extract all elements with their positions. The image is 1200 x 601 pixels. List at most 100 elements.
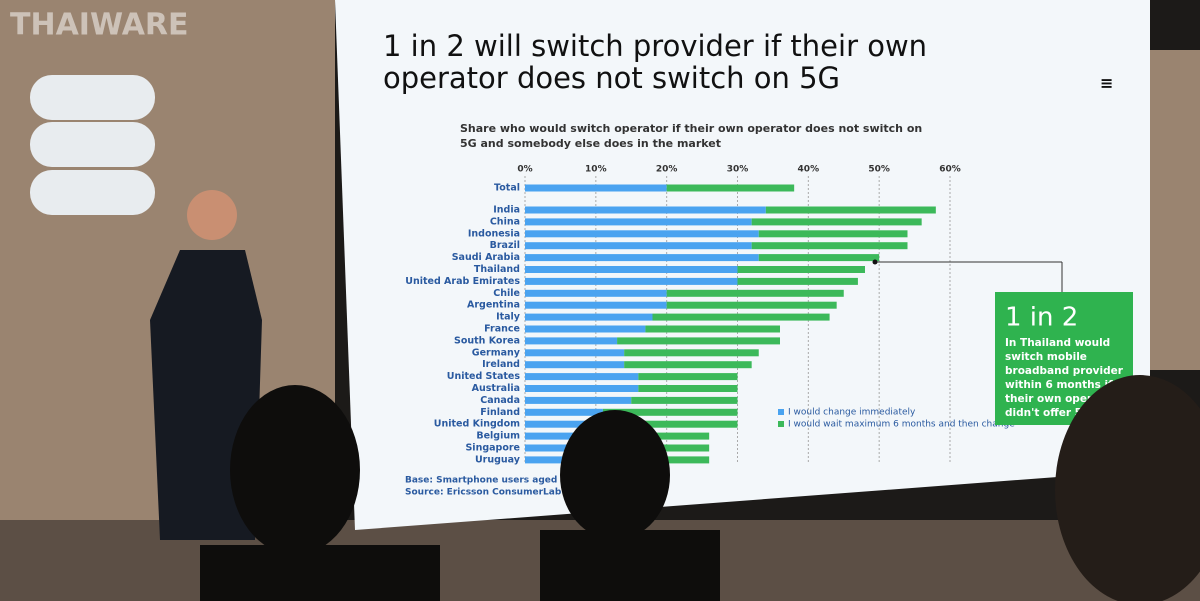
- x-tick-label: 20%: [656, 165, 678, 175]
- slide-logo: ≡: [1100, 74, 1113, 93]
- y-tick-label: China: [490, 216, 520, 227]
- y-tick-label: India: [493, 205, 520, 216]
- y-tick-label: Saudi Arabia: [452, 252, 520, 263]
- bar-segment: [525, 325, 646, 333]
- bar-segment: [624, 361, 752, 369]
- chart-subtitle: Share who would switch operator if their…: [460, 122, 923, 150]
- bar-segment: [525, 361, 625, 369]
- bar-segment: [666, 301, 837, 309]
- bar-segment: [525, 408, 603, 416]
- source-note: Source: Ericsson ConsumerLab 5G Po: [405, 488, 594, 498]
- x-tick-label: 60%: [939, 165, 961, 175]
- bar-segment: [758, 230, 908, 238]
- audience: [540, 530, 720, 601]
- callout-title: 1 in 2: [1005, 303, 1078, 333]
- base-note: Base: Smartphone users aged 15–69: [405, 476, 590, 486]
- logo-bar: [30, 122, 155, 167]
- y-tick-label: Brazil: [490, 240, 520, 251]
- bar-segment: [617, 337, 780, 345]
- bar-segment: [525, 266, 738, 273]
- y-tick-label: Total: [494, 183, 520, 194]
- bar-segment: [525, 277, 738, 285]
- y-tick-label: Italy: [496, 312, 521, 323]
- bar-segment: [525, 230, 759, 238]
- bar-segment: [624, 349, 759, 357]
- bar-segment: [645, 325, 780, 333]
- x-tick-label: 0%: [517, 165, 532, 175]
- audience-head: [560, 410, 670, 540]
- bar-segment: [638, 420, 738, 428]
- presenter-head: [187, 190, 237, 240]
- y-tick-label: Canada: [480, 395, 520, 406]
- subtitle-box: Share who would switch operator if their…: [460, 122, 923, 150]
- bar-segment: [525, 373, 639, 381]
- bar-segment: [737, 277, 858, 285]
- y-tick-label: Uruguay: [475, 454, 521, 465]
- bar-segment: [525, 349, 625, 357]
- title-box: 1 in 2 will switch provider if their own…: [383, 30, 928, 95]
- bar-segment: [525, 289, 667, 297]
- logo-bar: [30, 75, 155, 120]
- bar-segment: [666, 184, 795, 192]
- bar-segment: [602, 408, 738, 416]
- bar-segment: [638, 373, 738, 381]
- bar-segment: [765, 206, 936, 214]
- wall: [1150, 50, 1200, 370]
- y-tick-label: France: [484, 324, 520, 335]
- y-tick-label: Thailand: [474, 264, 520, 275]
- bar-segment: [666, 289, 844, 297]
- y-tick-label: South Korea: [454, 335, 520, 346]
- bar-segment: [751, 218, 922, 226]
- bar-segment: [525, 254, 759, 262]
- bar-segment: [525, 184, 667, 192]
- y-tick-label: Belgium: [476, 431, 520, 442]
- bar-segment: [525, 456, 575, 464]
- y-tick-label: Argentina: [467, 300, 520, 311]
- bar-segment: [525, 337, 618, 345]
- bar-segment: [737, 266, 865, 273]
- x-tick-label: 50%: [868, 165, 890, 175]
- y-tick-label: Australia: [472, 383, 520, 394]
- legend-label: I would change immediately: [788, 408, 916, 418]
- chart-title: 1 in 2 will switch provider if their own…: [383, 30, 928, 95]
- bar-segment: [525, 301, 667, 309]
- legend-swatch: [778, 421, 784, 427]
- legend-label: I would wait maximum 6 months and then c…: [788, 420, 1015, 430]
- y-tick-label: Ireland: [482, 359, 520, 370]
- audience-head: [1055, 375, 1200, 601]
- bar-segment: [631, 396, 738, 404]
- plot: 0% 10% 20% 30% 40% 50% 60% Total IndiaChinaIndon…: [405, 165, 1015, 466]
- y-tick-label: Singapore: [465, 443, 520, 454]
- bar-segment: [525, 218, 752, 226]
- audience: [200, 545, 440, 601]
- y-tick-label: United Kingdom: [434, 419, 520, 430]
- callout-dot: [872, 259, 878, 265]
- y-tick-label: United Arab Emirates: [405, 276, 520, 287]
- callout-text-box: In Thailand would switch mobile broadban…: [1005, 337, 1123, 419]
- bar-segment: [751, 242, 908, 250]
- bar-segment: [758, 254, 880, 262]
- y-tick-label: United States: [447, 371, 521, 382]
- audience-head: [230, 385, 360, 555]
- x-tick-label: 40%: [798, 165, 820, 175]
- logo-bar: [30, 170, 155, 215]
- bar-segment: [525, 242, 752, 250]
- y-tick-label: Finland: [480, 407, 520, 418]
- legend-swatch: [778, 409, 784, 415]
- bar-segment: [638, 385, 738, 392]
- watermark: THAIWARE: [10, 8, 189, 43]
- bar-segment: [525, 385, 639, 392]
- y-tick-label: Indonesia: [468, 228, 520, 239]
- y-tick-label: Chile: [493, 288, 520, 299]
- bar-segment: [652, 313, 830, 321]
- bar-segment: [525, 313, 653, 321]
- bar-segment: [525, 432, 596, 440]
- bar-segment: [525, 206, 766, 214]
- callout-text: In Thailand would switch mobile broadban…: [1005, 337, 1123, 419]
- y-tick-label: Germany: [472, 347, 521, 358]
- bar-segment: [525, 396, 632, 404]
- x-tick-label: 30%: [727, 165, 749, 175]
- x-tick-label: 10%: [585, 165, 607, 175]
